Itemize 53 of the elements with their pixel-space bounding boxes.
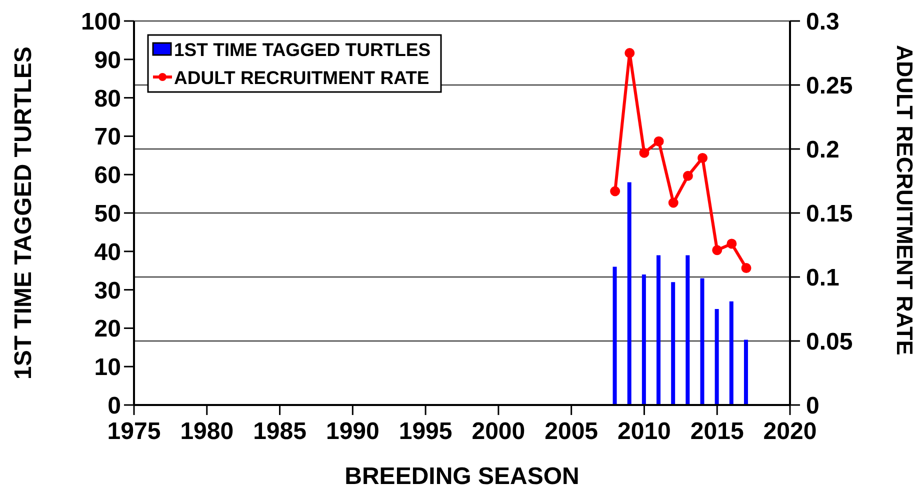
point xyxy=(741,263,752,274)
legend-label: 1ST TIME TAGGED TURTLES xyxy=(174,39,431,60)
x-tick-label: 1980 xyxy=(180,418,234,446)
bar xyxy=(744,340,748,405)
y-tick-label: 50 xyxy=(94,200,121,228)
y-tick-label: 10 xyxy=(94,354,121,382)
x-axis-title: BREEDING SEASON xyxy=(344,463,580,489)
x-tick-label: 2020 xyxy=(763,418,817,446)
y-tick-label: 40 xyxy=(94,238,121,266)
point xyxy=(624,48,635,58)
bar xyxy=(686,255,690,405)
x-tick-label: 2005 xyxy=(544,418,598,446)
bar xyxy=(656,255,661,405)
bar xyxy=(714,309,719,405)
bar xyxy=(642,274,646,405)
y2-tick-label: 0.15 xyxy=(806,200,853,228)
y-axis-title: 1ST TIME TAGGED TURTLES xyxy=(10,46,37,380)
bar xyxy=(671,282,676,405)
x-tick-label: 1985 xyxy=(253,418,306,446)
point xyxy=(682,170,693,181)
legend-label: ADULT RECRUITMENT RATE xyxy=(174,67,430,88)
y-tick-label: 30 xyxy=(94,277,121,304)
y-tick-label: 80 xyxy=(94,85,121,112)
point xyxy=(654,136,664,146)
point xyxy=(712,245,722,256)
y-tick-label: 20 xyxy=(94,316,121,343)
x-tick-label: 2010 xyxy=(618,418,671,446)
x-tick-label: 1990 xyxy=(326,418,380,446)
point xyxy=(639,148,650,158)
y2-tick-label: 0.25 xyxy=(806,72,853,100)
point xyxy=(698,152,708,163)
y-tick-label: 70 xyxy=(94,124,121,151)
y2-tick-label: 0.1 xyxy=(806,264,840,292)
y2-axis-title: ADULT RECRUITMENT RATE xyxy=(892,44,917,356)
x-tick-label: 2015 xyxy=(690,418,744,446)
bar xyxy=(627,182,632,405)
y2-tick-label: 0.3 xyxy=(806,8,840,36)
point xyxy=(610,186,620,196)
x-tick-label: 2000 xyxy=(472,418,526,446)
bar xyxy=(700,278,704,405)
bar xyxy=(612,266,617,405)
y-tick-label: 0 xyxy=(108,392,121,420)
point xyxy=(726,238,737,249)
x-tick-label: 1995 xyxy=(398,418,452,446)
y2-tick-label: 0.2 xyxy=(806,136,840,164)
y-tick-label: 100 xyxy=(80,8,121,36)
y-tick-label: 60 xyxy=(94,162,121,190)
y2-tick-label: 0.05 xyxy=(806,328,853,356)
x-tick-label: 1975 xyxy=(107,418,161,446)
y2-tick-label: 0 xyxy=(806,392,820,420)
point xyxy=(668,198,678,208)
y-tick-label: 90 xyxy=(94,46,121,74)
bar xyxy=(729,301,734,405)
